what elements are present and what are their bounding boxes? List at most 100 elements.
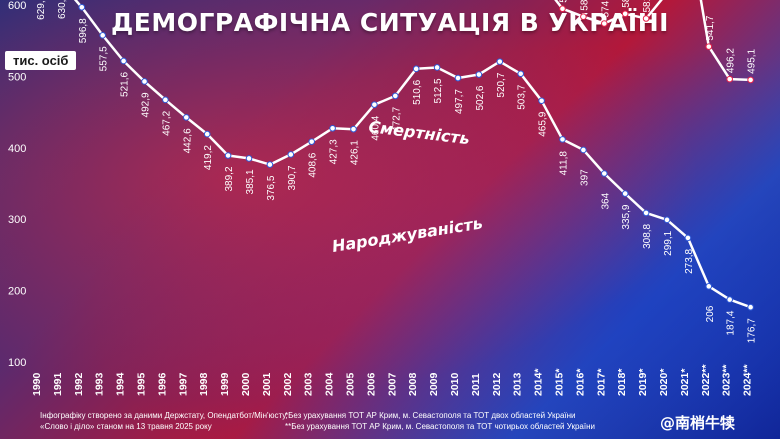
- births-value-label: 503,7: [517, 84, 528, 109]
- births-value-label: 502,6: [475, 85, 486, 110]
- x-tick-label: 2009: [428, 372, 440, 396]
- births-point: [329, 125, 336, 132]
- footnote-source: Інфографіку створено за даними Держстату…: [40, 410, 288, 432]
- deaths-value-label: 496,2: [726, 48, 737, 73]
- births-point: [538, 97, 545, 105]
- x-tick-label: 1994: [115, 372, 127, 396]
- births-point: [433, 64, 441, 71]
- births-value-label: 596,8: [78, 18, 89, 43]
- deaths-value-label: 583,6: [579, 0, 590, 11]
- births-point: [203, 130, 211, 138]
- births-point: [78, 3, 86, 11]
- deaths-point: [726, 75, 734, 83]
- births-value-label: 630,8: [57, 0, 68, 19]
- x-tick-label: 2008: [407, 372, 419, 396]
- y-tick-label: 100: [8, 357, 26, 369]
- births-value-label: 426,1: [350, 140, 361, 165]
- births-value-label: 467,2: [161, 110, 172, 135]
- deaths-value-label: 587,7: [621, 0, 632, 8]
- births-value-label: 442,6: [182, 128, 193, 153]
- births-point: [224, 152, 232, 159]
- x-tick-label: 1993: [94, 372, 106, 396]
- x-tick-label: 2019*: [637, 368, 649, 396]
- births-point: [621, 190, 629, 197]
- births-value-label: 472,7: [391, 106, 402, 131]
- births-point: [266, 161, 274, 168]
- deaths-point: [601, 20, 608, 27]
- y-tick-label: 600: [8, 0, 26, 12]
- births-value-label: 492,9: [141, 92, 152, 117]
- births-value-label: 206: [705, 305, 716, 322]
- births-point: [475, 71, 483, 78]
- births-value-label: 176,7: [747, 318, 758, 343]
- births-point: [705, 283, 713, 290]
- births-value-label: 460,4: [370, 115, 381, 140]
- deaths-value-label: 629,6: [36, 0, 47, 20]
- x-tick-label: 2011: [470, 373, 482, 396]
- x-tick-label: 2006: [365, 372, 377, 396]
- births-value-label: 273,8: [684, 248, 695, 273]
- births-point: [371, 101, 378, 108]
- x-tick-label: 2001: [261, 372, 273, 396]
- births-point: [642, 209, 650, 217]
- y-tick-label: 400: [8, 143, 26, 155]
- y-tick-label: 500: [8, 71, 26, 83]
- births-value-label: 419,2: [203, 145, 214, 170]
- series-line-births: [73, 0, 752, 309]
- births-point: [601, 170, 608, 177]
- footnote-source-line: «Слово і діло» станом на 13 травня 2025 …: [40, 422, 212, 431]
- deaths-value-label: 495,1: [747, 48, 758, 73]
- x-tick-label: 1996: [156, 372, 168, 396]
- births-value-label: 385,1: [245, 169, 256, 194]
- deaths-point: [747, 76, 754, 84]
- births-point: [162, 96, 169, 104]
- births-value-label: 390,7: [287, 165, 298, 190]
- x-tick-label: 1999: [219, 372, 231, 396]
- series-line-deaths: [554, 0, 751, 82]
- births-value-label: 389,2: [224, 166, 235, 191]
- births-point: [663, 216, 671, 224]
- births-point: [308, 138, 316, 145]
- births-value-label: 376,5: [266, 175, 277, 200]
- deaths-point: [642, 15, 650, 22]
- x-tick-label: 2018*: [616, 368, 628, 396]
- births-value-label: 299,1: [663, 230, 674, 255]
- y-tick-label: 200: [8, 286, 26, 298]
- deaths-point: [705, 43, 713, 50]
- x-tick-label: 1995: [136, 372, 148, 396]
- births-point: [454, 74, 462, 82]
- births-value-label: 520,7: [496, 72, 507, 97]
- births-point: [287, 151, 295, 158]
- births-value-label: 335,9: [621, 204, 632, 229]
- deaths-value-label: 594,8: [559, 0, 570, 3]
- births-point: [684, 234, 692, 242]
- births-point: [99, 32, 106, 39]
- births-value-label: 364: [600, 192, 611, 209]
- births-point: [392, 92, 399, 100]
- series-label-births: Народжуваність: [331, 213, 484, 256]
- x-tick-label: 2017*: [595, 368, 607, 396]
- births-point: [517, 70, 525, 78]
- x-tick-label: 2023**: [721, 364, 733, 396]
- births-value-label: 408,6: [308, 152, 319, 177]
- births-value-label: 557,5: [99, 46, 110, 71]
- x-tick-label: 2000: [240, 372, 252, 396]
- births-value-label: 187,4: [726, 310, 737, 335]
- births-value-label: 497,7: [454, 89, 465, 114]
- x-tick-label: 1997: [177, 372, 189, 396]
- x-tick-label: 2010: [449, 372, 461, 396]
- births-point: [747, 303, 754, 311]
- x-tick-label: 2004: [324, 372, 336, 396]
- x-tick-label: 2002: [282, 372, 294, 396]
- births-point: [726, 296, 734, 303]
- x-tick-label: 2020*: [658, 368, 670, 396]
- watermark: @南梢牛犊: [660, 414, 736, 432]
- births-value-label: 397: [579, 169, 590, 186]
- births-point: [141, 78, 148, 85]
- x-tick-label: 1992: [73, 372, 85, 396]
- x-tick-label: 2003: [303, 372, 315, 396]
- births-value-label: 427,3: [329, 139, 340, 164]
